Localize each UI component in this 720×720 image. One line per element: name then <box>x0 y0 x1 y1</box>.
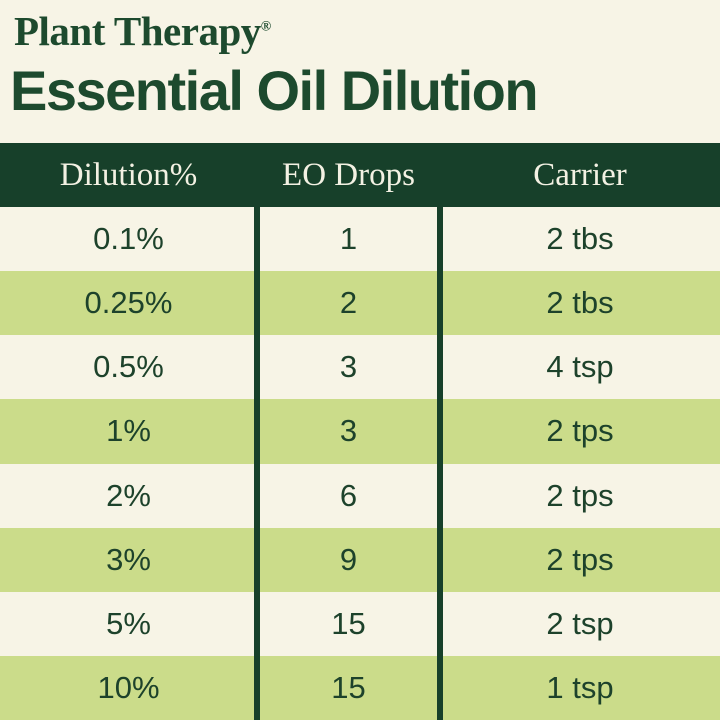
cell-dilution: 1% <box>106 413 151 449</box>
cell-carrier: 2 tsp <box>546 605 614 641</box>
cell-dilution: 0.5% <box>93 349 164 385</box>
cell-eo-drops: 9 <box>339 541 358 577</box>
cell-dilution: 5% <box>106 605 151 641</box>
cell-dilution: 0.25% <box>84 285 173 321</box>
cell-carrier: 2 tps <box>546 541 614 577</box>
brand-header: Plant Therapy® Essential Oil Dilution <box>0 0 720 143</box>
table-row: 0.1% 1 2 tbs <box>0 207 720 271</box>
cell-carrier: 2 tps <box>546 413 614 449</box>
column-header-eo-drops: EO Drops <box>282 156 415 193</box>
page-title: Essential Oil Dilution <box>10 59 539 122</box>
cell-eo-drops: 15 <box>331 605 366 641</box>
cell-dilution: 3% <box>106 541 151 577</box>
cell-eo-drops: 3 <box>339 349 358 385</box>
table-header-row: Dilution% EO Drops Carrier <box>0 143 720 207</box>
cell-eo-drops: 6 <box>339 477 358 513</box>
cell-eo-drops: 3 <box>339 413 358 449</box>
cell-eo-drops: 2 <box>339 285 358 321</box>
table-row: 3% 9 2 tps <box>0 527 720 592</box>
brand-logo: Plant Therapy® <box>14 8 720 54</box>
cell-dilution: 10% <box>97 669 160 705</box>
cell-carrier: 2 tps <box>546 477 614 513</box>
cell-carrier: 2 tbs <box>546 221 614 257</box>
cell-eo-drops: 1 <box>339 221 358 257</box>
cell-carrier: 4 tsp <box>546 349 614 385</box>
cell-dilution: 2% <box>106 477 151 513</box>
brand-logo-text: Plant Therapy <box>14 8 261 54</box>
cell-carrier: 1 tsp <box>546 669 614 705</box>
column-header-dilution: Dilution% <box>59 156 198 193</box>
cell-dilution: 0.1% <box>93 221 164 257</box>
column-divider-left <box>254 207 260 720</box>
column-divider-right <box>437 207 443 720</box>
table-row: 2% 6 2 tps <box>0 464 720 528</box>
table-row: 1% 3 2 tps <box>0 399 720 464</box>
cell-eo-drops: 15 <box>331 669 366 705</box>
registered-trademark-symbol: ® <box>260 19 271 35</box>
table-row: 5% 15 2 tsp <box>0 592 720 656</box>
table-body: 0.1% 1 2 tbs 0.25% 2 2 tbs 0.5% 3 4 tsp … <box>0 207 720 720</box>
column-header-carrier: Carrier <box>533 156 627 193</box>
table-row: 0.5% 3 4 tsp <box>0 335 720 399</box>
table-row: 10% 15 1 tsp <box>0 655 720 720</box>
table-row: 0.25% 2 2 tbs <box>0 271 720 336</box>
cell-carrier: 2 tbs <box>546 285 614 321</box>
